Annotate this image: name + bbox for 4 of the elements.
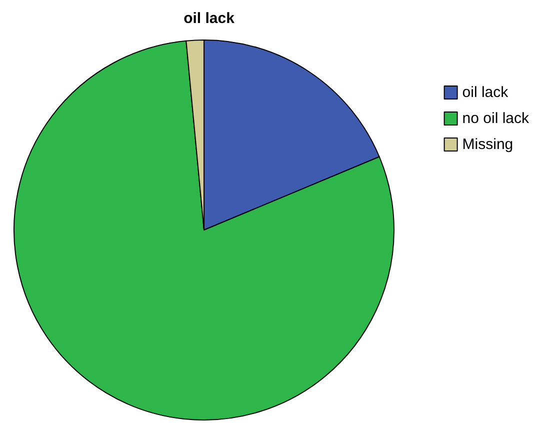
chart-title: oil lack xyxy=(184,10,236,27)
legend-label: oil lack xyxy=(462,84,509,101)
legend-label: Missing xyxy=(462,136,514,153)
legend-label: no oil lack xyxy=(462,110,530,127)
